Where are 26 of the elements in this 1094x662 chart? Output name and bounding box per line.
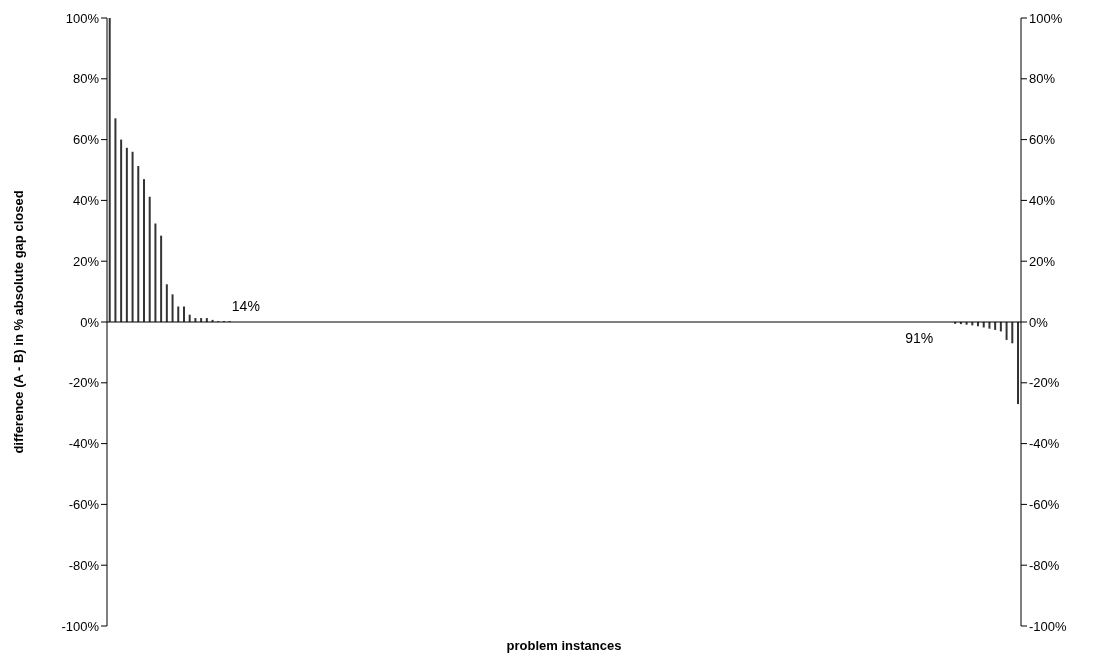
y2-tick-label: -20%	[1029, 375, 1060, 391]
annotation: 91%	[905, 330, 934, 346]
y2-tick-label: 0%	[1029, 314, 1049, 330]
y-tick-label: 60%	[72, 132, 100, 148]
y2-tick-label: 20%	[1029, 253, 1056, 269]
y2-tick-label: 80%	[1029, 71, 1056, 87]
y-tick-label: 40%	[72, 193, 100, 209]
y-tick-label: -80%	[68, 557, 100, 573]
y-tick-label: 80%	[72, 71, 100, 87]
y2-tick-label: 60%	[1029, 132, 1056, 148]
y2-tick-label: -100%	[1029, 618, 1068, 634]
y2-tick-label: -60%	[1029, 497, 1060, 513]
y-tick-label: 100%	[65, 10, 100, 26]
y2-tick-label: -40%	[1029, 436, 1060, 452]
y2-tick-label: 100%	[1029, 10, 1063, 26]
y-tick-label: -20%	[68, 375, 100, 391]
y-tick-label: 0%	[80, 314, 100, 330]
y-tick-label: 20%	[72, 253, 100, 269]
y-axis-title: difference (A - B) in % absolute gap closed	[10, 190, 26, 454]
y2-tick-label: 40%	[1029, 193, 1056, 209]
x-axis-title: problem instances	[505, 638, 623, 653]
y-tick-label: -40%	[68, 436, 100, 452]
y-tick-label: -100%	[61, 618, 100, 634]
y-tick-label: -60%	[68, 497, 100, 513]
annotation: 14%	[231, 298, 260, 314]
y2-tick-label: -80%	[1029, 557, 1060, 573]
